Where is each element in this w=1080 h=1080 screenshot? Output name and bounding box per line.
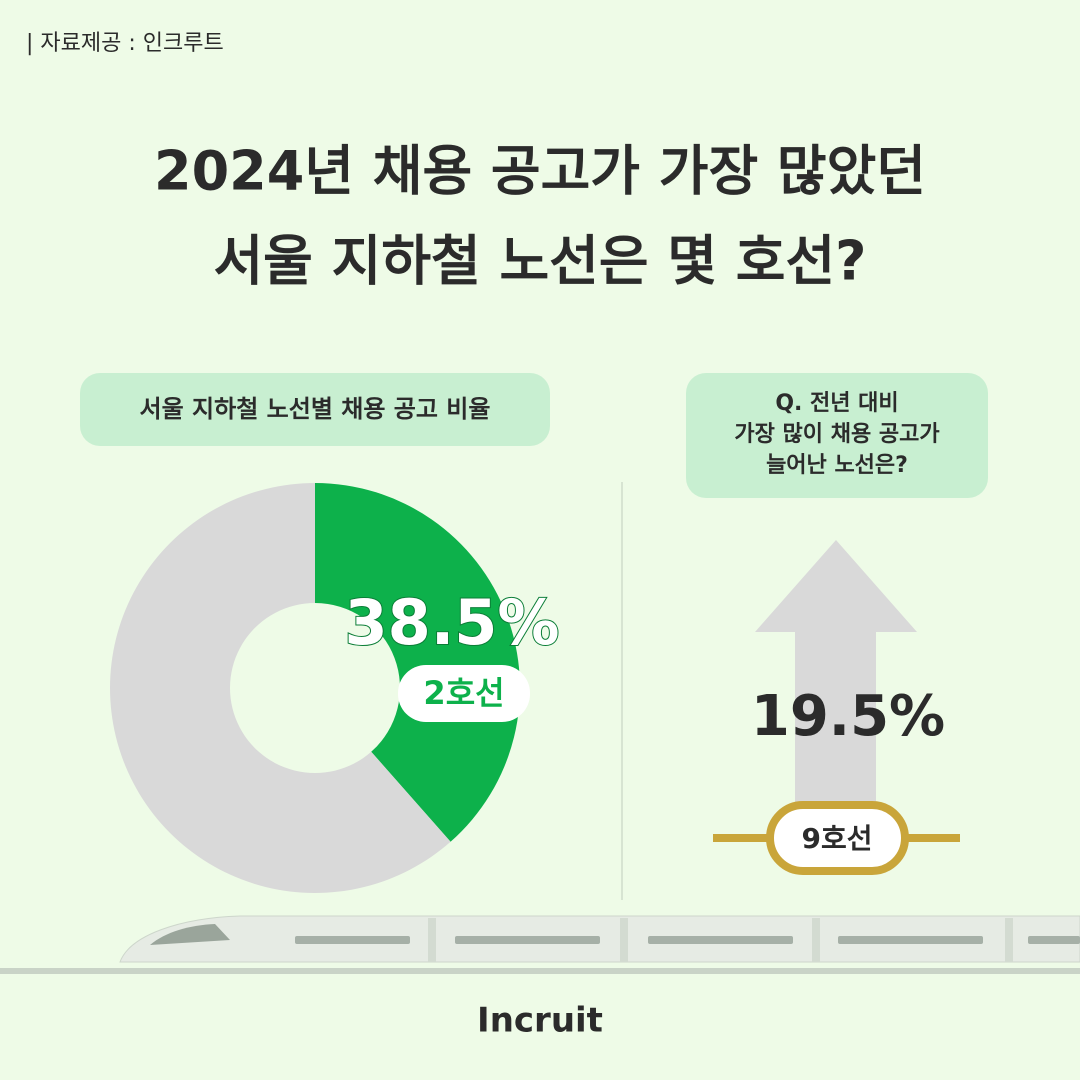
- category-label: 9호선: [801, 822, 872, 855]
- logo: Incruit: [477, 1001, 603, 1041]
- donut-slice: [110, 483, 451, 893]
- value-label: 38.5%: [344, 586, 559, 659]
- donut-slice: [315, 483, 521, 842]
- train: [0, 915, 1080, 974]
- category-pill: [398, 665, 530, 722]
- chart-title: 늘어난 노선은?: [766, 453, 908, 478]
- label-pill: [80, 373, 550, 446]
- arrow: [755, 540, 917, 810]
- title-line: 서울 지하철 노선은 몇 호선?: [213, 230, 866, 293]
- value-label: 19.5%: [751, 684, 945, 749]
- category-label: 2호선: [423, 674, 504, 712]
- title-line: 2024년 채용 공고가 가장 많았던: [154, 140, 926, 203]
- station-pill: [766, 801, 909, 875]
- chart-title: Q. 전년 대비: [775, 391, 898, 416]
- chart-title: 서울 지하철 노선별 채용 공고 비율: [140, 395, 491, 423]
- chart-title: 가장 많이 채용 공고가: [734, 422, 939, 447]
- question-pill: [686, 373, 988, 498]
- source: | 자료제공 : 인크루트: [26, 31, 224, 56]
